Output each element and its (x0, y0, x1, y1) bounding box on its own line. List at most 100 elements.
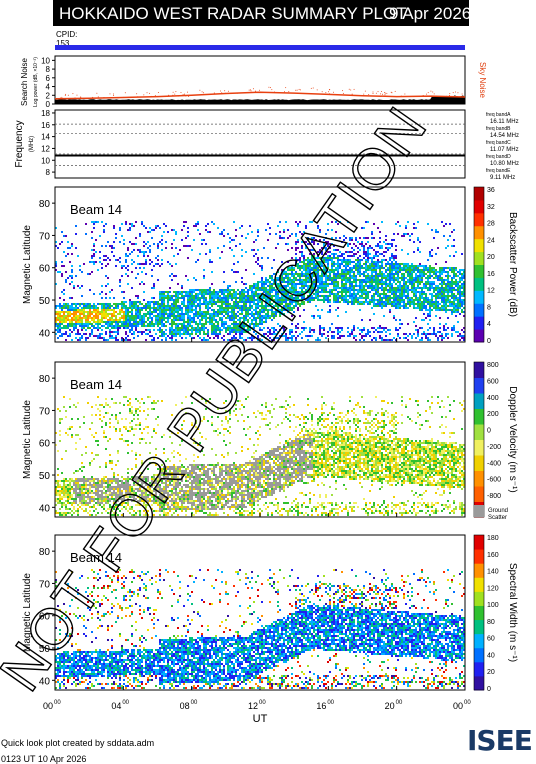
data-cell (123, 297, 125, 299)
data-cell (405, 267, 407, 269)
data-cell (143, 225, 145, 227)
data-cell (367, 291, 369, 293)
data-cell (105, 275, 107, 277)
sky-noise-point (259, 90, 260, 91)
data-cell (69, 333, 71, 335)
data-cell (157, 247, 159, 249)
data-cell (419, 269, 421, 271)
data-cell (203, 339, 205, 341)
data-cell (413, 305, 415, 307)
data-cell (343, 273, 345, 275)
freq-band-value: 11.07 MHz (490, 147, 519, 153)
data-cell (103, 259, 105, 261)
data-cell (403, 307, 405, 309)
data-cell (455, 281, 457, 283)
data-cell (67, 319, 69, 321)
data-cell (195, 279, 197, 281)
data-cell (153, 307, 155, 309)
data-cell (363, 335, 365, 337)
data-cell (325, 297, 327, 299)
data-cell (355, 285, 357, 287)
data-cell (185, 305, 187, 307)
data-cell (451, 267, 453, 269)
data-cell (63, 305, 65, 307)
data-cell (461, 295, 463, 297)
data-cell (385, 251, 387, 253)
data-cell (113, 309, 115, 311)
data-cell (195, 331, 197, 333)
data-cell (109, 303, 111, 305)
data-cell (361, 245, 363, 247)
data-cell (435, 333, 437, 335)
data-cell (113, 225, 115, 227)
data-cell (453, 295, 455, 297)
data-cell (449, 223, 451, 225)
data-cell (157, 303, 159, 305)
data-cell (451, 333, 453, 335)
data-cell (177, 313, 179, 315)
data-cell (347, 279, 349, 281)
data-cell (421, 319, 423, 321)
data-cell (75, 327, 77, 329)
data-cell (309, 327, 311, 329)
data-cell (221, 319, 223, 321)
data-cell (91, 255, 93, 257)
data-cell (205, 333, 207, 335)
data-cell (67, 305, 69, 307)
sky-noise-point (113, 95, 114, 96)
data-cell (379, 247, 381, 249)
data-cell (191, 291, 193, 293)
data-cell (451, 329, 453, 331)
data-cell (417, 277, 419, 279)
data-cell (433, 283, 435, 285)
data-cell (457, 271, 459, 273)
data-cell (377, 265, 379, 267)
data-cell (135, 325, 137, 327)
data-cell (157, 317, 159, 319)
data-cell (171, 329, 173, 331)
data-cell (197, 299, 199, 301)
data-cell (153, 337, 155, 339)
data-cell (425, 273, 427, 275)
data-cell (375, 277, 377, 279)
data-cell (61, 327, 63, 329)
data-cell (381, 337, 383, 339)
data-cell (399, 287, 401, 289)
data-cell (65, 331, 67, 333)
data-cell (437, 293, 439, 295)
data-cell (329, 329, 331, 331)
data-cell (377, 283, 379, 285)
data-cell (425, 267, 427, 269)
data-cell (95, 321, 97, 323)
data-cell (427, 271, 429, 273)
data-cell (87, 321, 89, 323)
data-cell (419, 327, 421, 329)
data-cell (215, 297, 217, 299)
data-cell (199, 297, 201, 299)
colorbar-tick-label: 12 (487, 288, 495, 295)
data-cell (215, 295, 217, 297)
data-cell (431, 249, 433, 251)
data-cell (59, 297, 61, 299)
data-cell (415, 269, 417, 271)
data-cell (373, 267, 375, 269)
data-cell (127, 255, 129, 257)
data-cell (423, 275, 425, 277)
data-cell (199, 289, 201, 291)
data-cell (89, 309, 91, 311)
data-cell (451, 281, 453, 283)
data-cell (97, 307, 99, 309)
data-cell (157, 323, 159, 325)
data-cell (111, 245, 113, 247)
data-cell (175, 305, 177, 307)
data-cell (91, 271, 93, 273)
noise-ylabel: Search Noise (20, 57, 29, 106)
data-cell (375, 263, 377, 265)
data-cell (447, 293, 449, 295)
data-cell (195, 327, 197, 329)
data-cell (133, 321, 135, 323)
data-cell (93, 253, 95, 255)
data-cell (97, 303, 99, 305)
data-cell (213, 289, 215, 291)
data-cell (381, 247, 383, 249)
